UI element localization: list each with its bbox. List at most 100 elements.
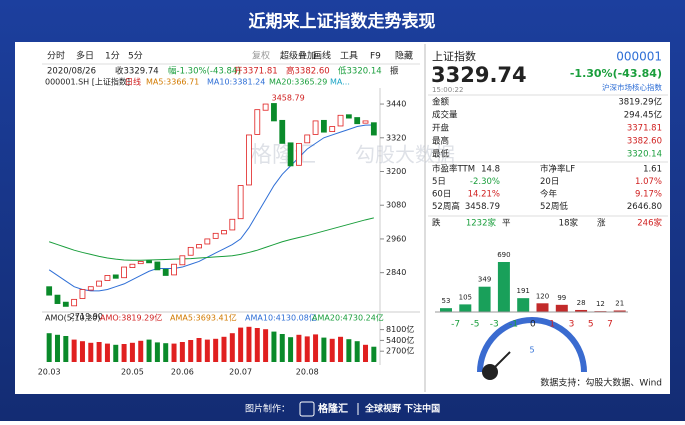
gauge-needle (489, 351, 511, 373)
indicator: MA10:3381.24 (207, 78, 265, 87)
candle-body (362, 120, 369, 124)
stat-label: 20日 (540, 177, 559, 187)
y-tick-label: 3200 (386, 167, 406, 176)
y-tick-label: 2840 (386, 268, 406, 277)
candle-body (96, 280, 103, 287)
quote-item: 高3382.60 (286, 66, 330, 77)
candle-body (229, 218, 236, 231)
candle-body (212, 232, 219, 239)
ma-line (49, 217, 374, 261)
indicator: 000001.SH [上证指数] (45, 77, 130, 87)
volume-bar (154, 342, 160, 362)
price: 3329.74 (431, 63, 527, 87)
candle-body (254, 109, 261, 135)
bar-label: 12 (596, 300, 605, 308)
volume-bar (188, 340, 194, 362)
candle-body (345, 114, 352, 119)
volume-bar (163, 343, 169, 362)
candle-body (104, 275, 111, 281)
candle-body (329, 126, 336, 132)
volume-bar (363, 344, 369, 362)
y-tick-label: 2700亿 (386, 346, 414, 356)
row-value: 3371.81 (627, 124, 662, 134)
bar-label: 120 (536, 292, 549, 300)
x-tick-label: 20.06 (171, 368, 194, 377)
volume-bar (54, 334, 60, 362)
stat-value: 14.8 (481, 165, 500, 175)
y-tick-label: 5400亿 (386, 335, 414, 345)
stat-value: 2646.80 (627, 202, 662, 212)
volume-header: AMA10:4130.08亿 (245, 313, 317, 323)
quote-item: 幅-1.30%(-43.84) (168, 66, 241, 77)
candle-body (129, 263, 136, 268)
candle-body (287, 142, 294, 167)
volume-bar (338, 336, 344, 362)
candle-body (146, 260, 152, 264)
row-value: 294.45亿 (624, 110, 662, 121)
volume-bar (146, 339, 152, 362)
x-tick-label: 20.08 (296, 368, 319, 377)
volume-bar (171, 343, 177, 362)
candle-body (79, 289, 86, 299)
candle-body (354, 117, 361, 125)
time: 15:00:22 (432, 86, 463, 94)
candle-body (112, 274, 119, 279)
distribution-axis-label: 7 (607, 320, 613, 330)
candle-body (204, 238, 211, 245)
ma-line (48, 124, 374, 292)
footer-brand: 格隆汇 (318, 402, 348, 415)
footer-text: 图片制作： (245, 403, 290, 415)
candle-body (46, 286, 53, 296)
volume-bar (304, 336, 310, 362)
volume-bar (113, 344, 119, 362)
gauge-label: 5 (529, 346, 534, 355)
row-label: 最高 (432, 136, 449, 147)
volume-header: AMA20:4730.24亿 (312, 313, 384, 323)
bar-label: 191 (517, 287, 530, 295)
indicator: MA... (330, 78, 350, 87)
stat-value: 1.61 (643, 165, 662, 175)
stat-label: 52周高 (432, 201, 460, 212)
volume-header: AMA5:3693.41亿 (170, 313, 237, 323)
row-label: 金额 (432, 97, 450, 108)
volume-bar (138, 340, 144, 362)
watermark: 格隆汇 (250, 143, 316, 168)
volume-header: AMO:3819.29亿 (100, 313, 162, 323)
candle-body (237, 185, 244, 220)
breadth: 涨 (597, 218, 606, 229)
candle-body (370, 122, 377, 136)
toolbar-button: 超级叠加 (280, 50, 316, 62)
volume-bar (63, 336, 69, 362)
distribution-axis-label: 5 (588, 320, 594, 330)
toolbar-button: F9 (370, 52, 381, 62)
distribution-bar (536, 303, 549, 312)
stat-label: 60日 (432, 190, 451, 200)
volume-bar (79, 341, 85, 362)
toolbar-button: 画线 (313, 50, 331, 62)
change: -1.30%(-43.84) (570, 67, 662, 80)
row-value: 3819.29亿 (618, 97, 662, 108)
distribution-axis-label: -7 (451, 320, 460, 330)
volume-bar (288, 337, 294, 362)
high-annotation: 3458.79 (272, 94, 305, 103)
row-label: 最低 (432, 149, 450, 160)
candle-body (221, 230, 227, 235)
distribution-bar (440, 308, 452, 312)
stat-value: 3458.79 (465, 202, 500, 212)
volume-bar (121, 344, 127, 362)
candle-body (196, 244, 202, 249)
candle-body (71, 298, 78, 307)
stat-value: 1.07% (635, 177, 662, 187)
candle-body (162, 268, 169, 276)
page-title: 近期来上证指数走势表现 (249, 11, 436, 32)
stat-label: 市净率LF (540, 164, 575, 175)
row-label: 开盘 (432, 123, 450, 134)
toolbar-button: 分时 (47, 50, 65, 62)
distribution-axis-label: 3 (569, 320, 575, 330)
candle-body (304, 134, 311, 144)
candle-body (271, 103, 277, 122)
candle-body (137, 261, 144, 265)
volume-bar (238, 327, 244, 362)
